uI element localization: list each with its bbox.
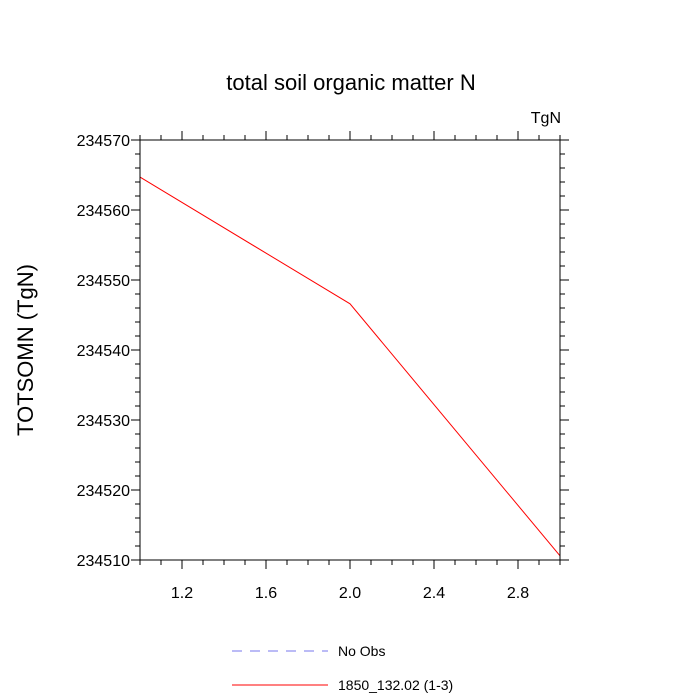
series-line-1 [139, 176, 561, 557]
plot-frame [139, 139, 561, 561]
y-tick-label: 234560 [77, 203, 130, 220]
x-tick-label: 1.6 [255, 585, 277, 602]
plot-series [139, 176, 561, 557]
legend-label-1: 1850_132.02 (1-3) [338, 677, 453, 693]
units-label: TgN [531, 110, 561, 127]
y-tick-label: 234540 [77, 343, 130, 360]
x-tick-label: 2.0 [339, 585, 361, 602]
y-tick-label: 234510 [77, 553, 130, 570]
y-tick-label: 234520 [77, 483, 130, 500]
x-tick-label: 2.8 [507, 585, 529, 602]
y-tick-labels: 234510 234520 234530 234540 234550 234560 2345… [77, 133, 130, 570]
x-tick-label: 1.2 [171, 585, 193, 602]
legend: No Obs 1850_132.02 (1-3) [232, 643, 453, 693]
axis-ticks [131, 131, 569, 569]
y-tick-label: 234550 [77, 273, 130, 290]
y-tick-label: 234530 [77, 413, 130, 430]
chart-title: total soil organic matter N [226, 70, 475, 95]
y-axis-label: TOTSOMN (TgN) [13, 264, 38, 436]
x-tick-labels: 1.2 1.6 2.0 2.4 2.8 [171, 585, 529, 602]
y-tick-label: 234570 [77, 133, 130, 150]
legend-label-0: No Obs [338, 643, 385, 659]
x-tick-label: 2.4 [423, 585, 445, 602]
